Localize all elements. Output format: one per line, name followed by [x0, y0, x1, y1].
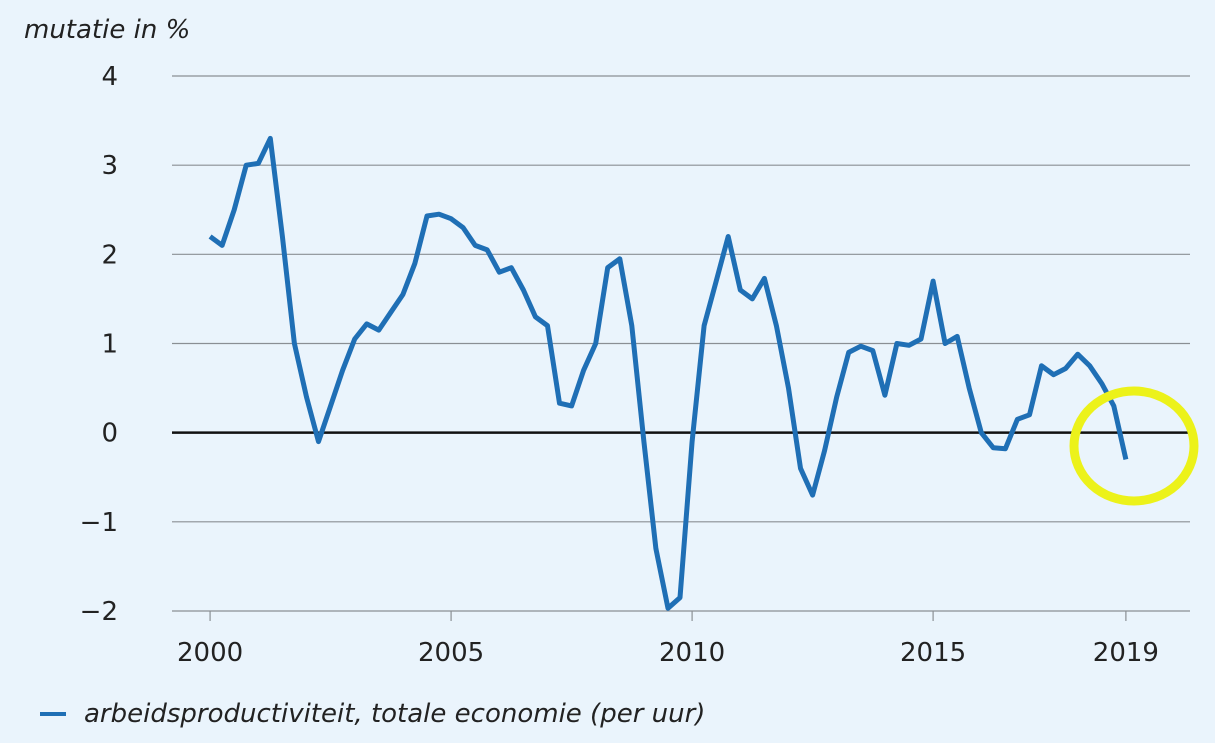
- data-line: [208, 135, 1129, 611]
- y-tick-label: −2: [80, 597, 118, 627]
- x-tick-label: 2015: [900, 638, 966, 668]
- x-tick-label: 2010: [659, 638, 725, 668]
- y-tick-label: −1: [80, 508, 118, 538]
- y-tick-label: 4: [101, 62, 118, 92]
- y-tick-label: 3: [101, 151, 118, 181]
- x-tick-label: 2005: [418, 638, 484, 668]
- highlight-circle: [1069, 386, 1199, 506]
- legend-label: arbeidsproductiviteit, totale economie (…: [84, 699, 705, 729]
- y-tick-label: 2: [101, 240, 118, 270]
- x-tick-label: 2000: [177, 638, 243, 668]
- x-tick-label: 2019: [1093, 638, 1159, 668]
- y-axis-label: mutatie in %: [24, 15, 190, 45]
- y-tick-label: 0: [101, 419, 118, 449]
- y-tick-label: 1: [101, 330, 118, 360]
